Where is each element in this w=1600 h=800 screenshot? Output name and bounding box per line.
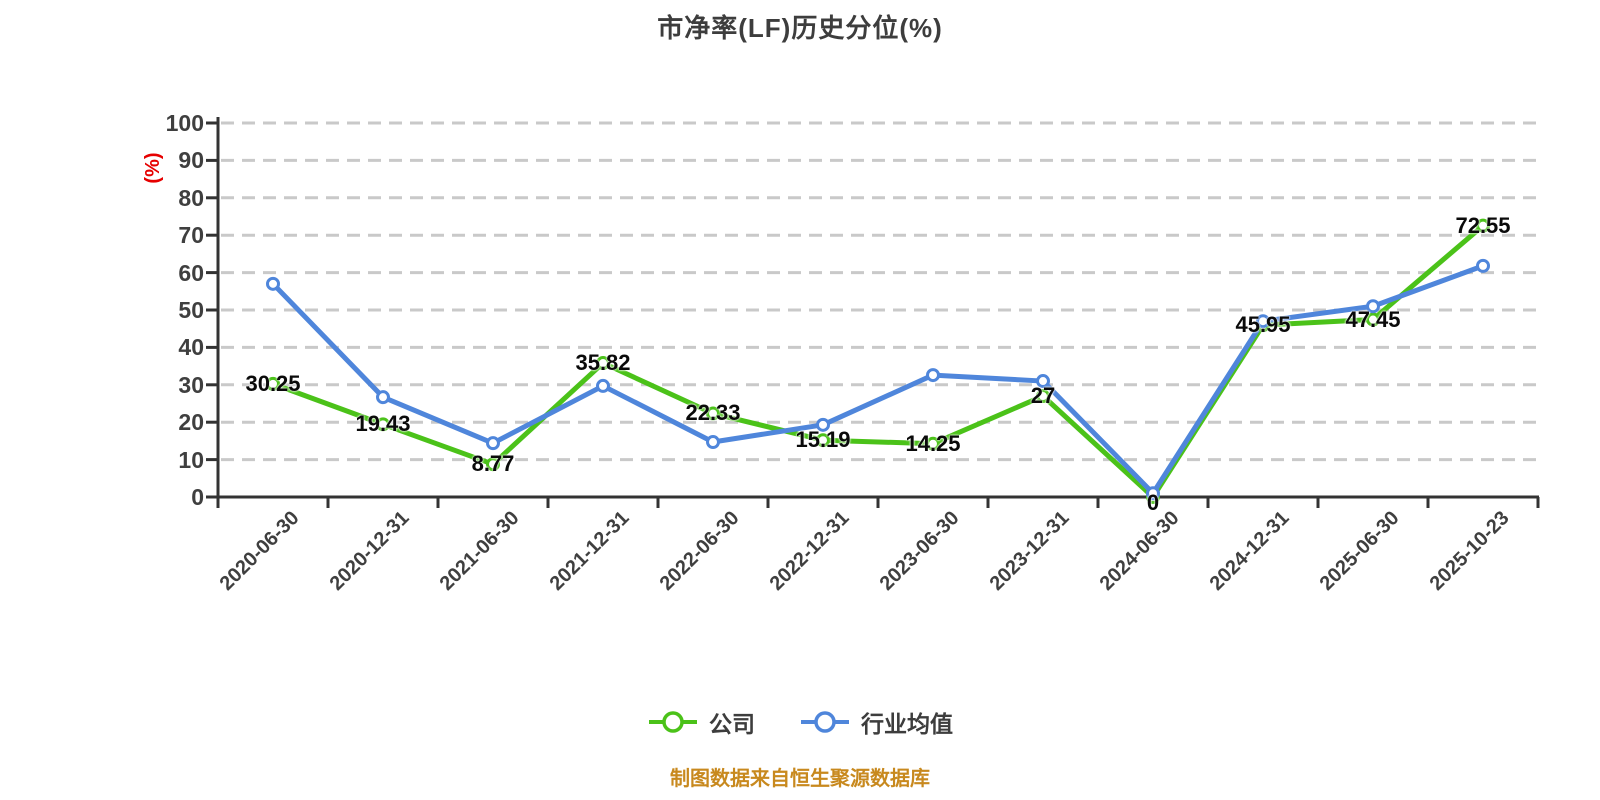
chart-title: 市净率(LF)历史分位(%) xyxy=(657,13,943,43)
industry-average-data-point-2020-06-30[interactable] xyxy=(266,276,280,291)
legend-item-company[interactable]: 公司 xyxy=(647,705,755,739)
value-label-2024-12-31: 45.95 xyxy=(1235,312,1291,338)
industry-average-data-point-2021-12-31[interactable] xyxy=(596,378,610,393)
company-data-point-2021-06-30[interactable] xyxy=(486,457,500,472)
y-tick-label-70: 70 xyxy=(178,222,204,249)
company-data-point-2020-06-30[interactable] xyxy=(266,376,280,391)
industry-average-line[interactable] xyxy=(270,263,1486,496)
y-tick-label-20: 20 xyxy=(178,409,204,436)
industry-average-data-point-2022-06-30[interactable] xyxy=(706,435,720,450)
value-label-2023-06-30: 14.25 xyxy=(905,430,961,456)
legend: 公司 行业均值 xyxy=(0,700,1600,744)
value-label-2021-12-31: 35.82 xyxy=(575,350,631,376)
industry-average-data-point-2021-06-30[interactable] xyxy=(486,436,500,451)
value-label-2021-06-30: 8.77 xyxy=(471,451,515,477)
value-label-2020-12-31: 19.43 xyxy=(355,411,411,437)
industry-average-data-point-2024-12-31[interactable] xyxy=(1256,314,1270,329)
value-label-2020-06-30: 30.25 xyxy=(245,370,301,396)
company-data-point-2021-12-31[interactable] xyxy=(596,356,610,371)
value-label-2022-12-31: 15.19 xyxy=(795,427,851,453)
company-data-point-2025-06-30[interactable] xyxy=(1366,312,1380,327)
y-tick-label-60: 60 xyxy=(178,259,204,286)
value-label-2025-10-23: 72.55 xyxy=(1455,212,1511,238)
legend-item-industry-average[interactable]: 行业均值 xyxy=(799,705,953,739)
company-data-point-2022-06-30[interactable] xyxy=(706,406,720,421)
company-data-point-2022-12-31[interactable] xyxy=(816,433,830,448)
company-data-point-2023-12-31[interactable] xyxy=(1036,389,1050,404)
company-data-point-2023-06-30[interactable] xyxy=(926,436,940,451)
y-tick-label-40: 40 xyxy=(178,334,204,361)
value-label-2022-06-30: 22.33 xyxy=(685,400,741,426)
industry-average-legend-marker-icon xyxy=(801,711,849,733)
y-tick-label-100: 100 xyxy=(165,110,204,136)
y-tick-label-90: 90 xyxy=(178,147,204,174)
value-label-2023-12-31: 27 xyxy=(1030,383,1056,409)
company-data-point-2025-10-23[interactable] xyxy=(1476,218,1490,233)
company-line[interactable] xyxy=(270,223,1486,500)
industry-average-data-point-2023-12-31[interactable] xyxy=(1036,374,1050,389)
industry-average-data-point-2024-06-30[interactable] xyxy=(1146,486,1160,501)
value-label-2024-06-30: 0 xyxy=(1146,490,1160,515)
industry-average-data-point-2025-06-30[interactable] xyxy=(1366,299,1380,314)
y-tick-label-10: 10 xyxy=(178,446,204,473)
company-data-point-2020-12-31[interactable] xyxy=(376,417,390,432)
industry-average-data-point-2025-10-23[interactable] xyxy=(1476,258,1490,273)
industry-average-data-point-2020-12-31[interactable] xyxy=(376,390,390,405)
value-label-2025-06-30: 47.45 xyxy=(1345,306,1401,332)
company-legend-marker-icon xyxy=(649,711,697,733)
data-source-note: 制图数据来自恒生聚源数据库 xyxy=(670,768,930,790)
industry-average-data-point-2022-12-31[interactable] xyxy=(816,417,830,432)
legend-label-company: 公司 xyxy=(709,711,755,737)
y-tick-label-80: 80 xyxy=(178,184,204,211)
industry-average-data-point-2023-06-30[interactable] xyxy=(926,368,940,383)
y-tick-label-50: 50 xyxy=(178,297,204,323)
legend-label-industry-average: 行业均值 xyxy=(861,711,953,737)
y-tick-label-0: 0 xyxy=(191,484,204,510)
y-tick-label-30: 30 xyxy=(178,371,204,398)
